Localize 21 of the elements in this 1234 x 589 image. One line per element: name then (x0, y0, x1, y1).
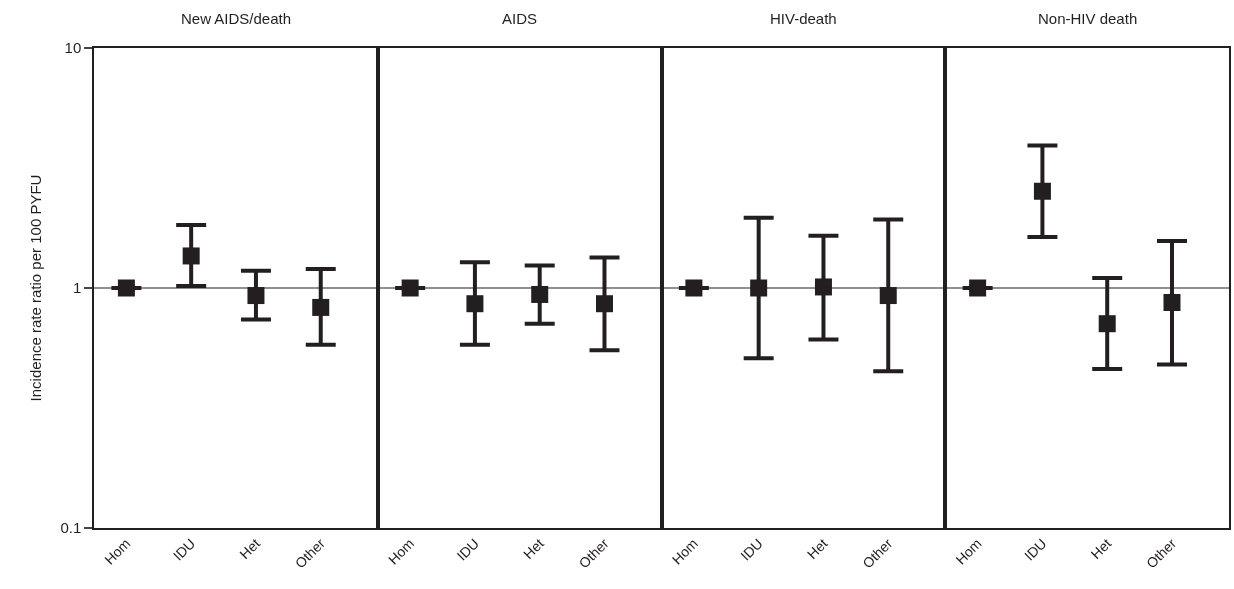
y-tick-label: 0.1 (60, 519, 82, 537)
point (1033, 182, 1051, 200)
x-tick-label: IDU (169, 535, 199, 564)
x-tick-label: Het (520, 535, 547, 563)
x-tick-label: IDU (453, 535, 482, 564)
x-tick-label: IDU (737, 535, 766, 564)
point (312, 298, 330, 316)
y-tick-label: 1 (72, 279, 82, 297)
chart-title: HIV-death (770, 10, 837, 27)
x-tick-label: Het (236, 535, 264, 563)
chart-title: New AIDS/death (181, 10, 292, 27)
x-tick-label: Het (803, 535, 831, 563)
y-axis-title: Incidence rate ratio per 100 PYFU (27, 174, 45, 402)
y-tick-label: 10 (64, 39, 82, 57)
point (1098, 315, 1116, 333)
point (182, 247, 200, 265)
x-tick-label: Het (1087, 535, 1115, 563)
x-tick-label: IDU (1021, 535, 1050, 564)
point (1163, 294, 1181, 312)
chart-title: AIDS (502, 10, 538, 27)
chart-title: Non-HIV death (1038, 10, 1138, 27)
